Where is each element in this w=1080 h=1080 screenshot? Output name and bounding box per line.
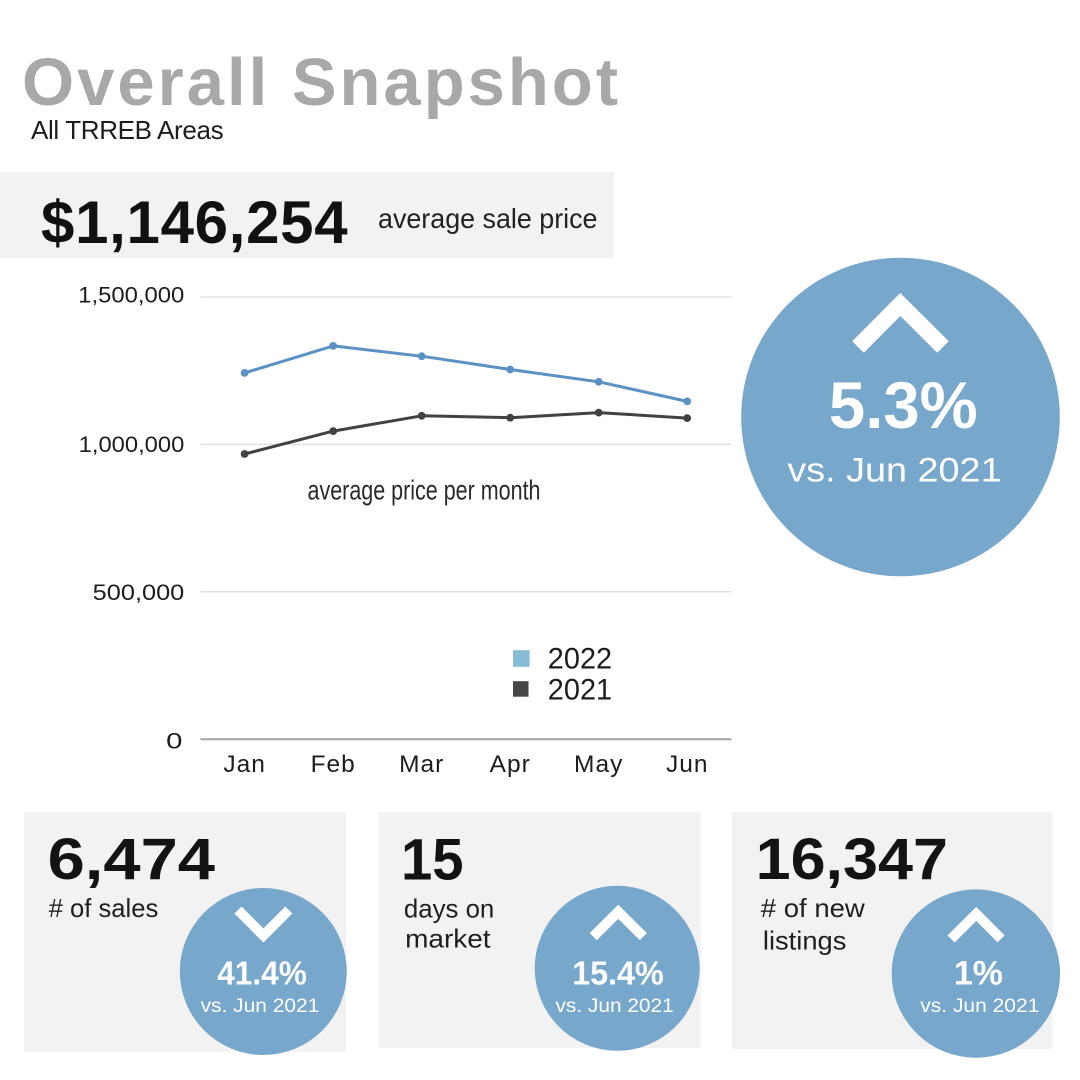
svg-text:5.3%: 5.3% bbox=[829, 368, 978, 442]
svg-text:vs. Jun 2021: vs. Jun 2021 bbox=[787, 451, 1001, 489]
svg-text:# of sales: # of sales bbox=[49, 893, 159, 923]
svg-text:vs. Jun 2021: vs. Jun 2021 bbox=[556, 995, 674, 1017]
svg-text:6,474: 6,474 bbox=[48, 827, 216, 892]
svg-text:1,500,000: 1,500,000 bbox=[78, 283, 184, 308]
svg-text:Overall Snapshot: Overall Snapshot bbox=[22, 45, 621, 120]
svg-text:500,000: 500,000 bbox=[93, 580, 185, 605]
svg-text:2022: 2022 bbox=[548, 643, 612, 676]
svg-text:15.4%: 15.4% bbox=[572, 955, 664, 992]
svg-text:listings: listings bbox=[763, 925, 847, 955]
svg-text:Mar: Mar bbox=[399, 751, 444, 778]
svg-text:days on: days on bbox=[404, 894, 494, 924]
svg-text:average sale price: average sale price bbox=[378, 203, 598, 234]
svg-text:0: 0 bbox=[166, 728, 182, 753]
svg-text:15: 15 bbox=[401, 828, 464, 893]
svg-text:market: market bbox=[405, 924, 491, 954]
svg-text:vs. Jun 2021: vs. Jun 2021 bbox=[920, 995, 1039, 1017]
svg-text:vs. Jun 2021: vs. Jun 2021 bbox=[201, 995, 320, 1017]
svg-text:16,347: 16,347 bbox=[756, 827, 948, 892]
svg-text:# of new: # of new bbox=[761, 893, 865, 923]
svg-text:$1,146,254: $1,146,254 bbox=[41, 189, 348, 256]
svg-text:average price per month: average price per month bbox=[308, 474, 541, 505]
svg-text:Jun: Jun bbox=[666, 751, 709, 778]
svg-text:Feb: Feb bbox=[311, 751, 356, 778]
svg-text:Apr: Apr bbox=[490, 751, 531, 778]
svg-text:1%: 1% bbox=[954, 955, 1003, 993]
svg-text:1,000,000: 1,000,000 bbox=[79, 432, 185, 457]
svg-text:Jan: Jan bbox=[223, 751, 266, 778]
svg-text:41.4%: 41.4% bbox=[217, 954, 307, 991]
svg-text:2021: 2021 bbox=[548, 674, 612, 707]
svg-text:May: May bbox=[574, 751, 623, 778]
svg-text:All TRREB Areas: All TRREB Areas bbox=[31, 115, 224, 145]
